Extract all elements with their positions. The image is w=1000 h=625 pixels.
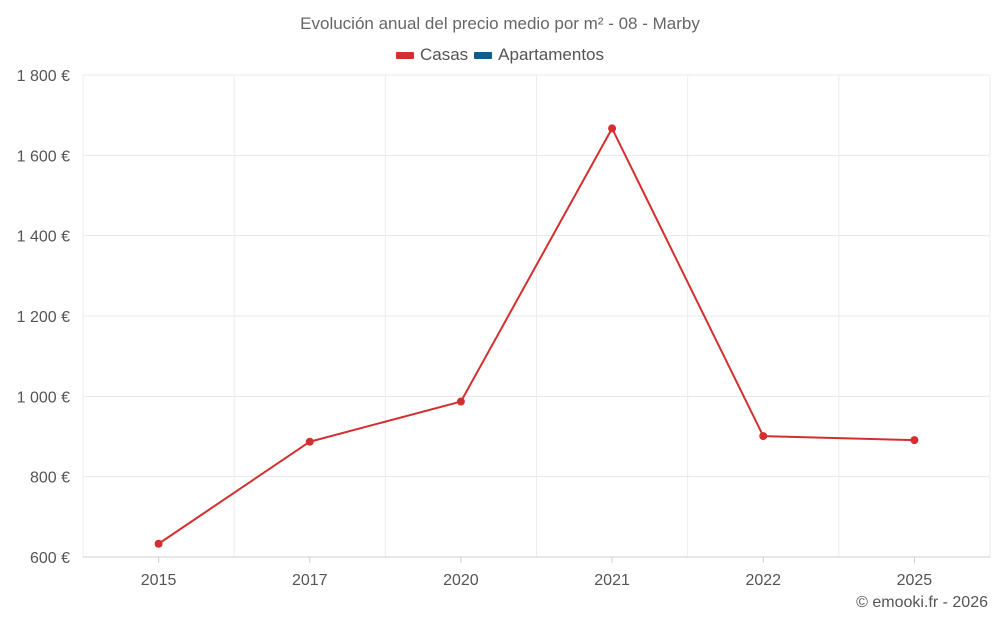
legend-item-apartamentos[interactable]: Apartamentos bbox=[474, 45, 604, 65]
y-tick-label: 1 200 € bbox=[17, 309, 70, 326]
x-tick-label: 2017 bbox=[292, 572, 328, 589]
y-tick-label: 1 400 € bbox=[17, 229, 70, 246]
x-tick-label: 2015 bbox=[141, 572, 177, 589]
data-point-casas bbox=[456, 397, 465, 406]
data-point-casas bbox=[154, 539, 163, 548]
data-point-casas bbox=[759, 432, 768, 441]
data-point-casas bbox=[608, 124, 617, 133]
y-tick-label: 1 000 € bbox=[17, 389, 70, 406]
legend-label-casas: Casas bbox=[419, 45, 469, 64]
data-point-casas bbox=[910, 436, 919, 445]
y-tick-label: 1 600 € bbox=[17, 148, 70, 165]
x-tick-label: 2022 bbox=[745, 572, 781, 589]
legend-swatch-apartamentos bbox=[474, 51, 493, 59]
chart-title: Evolución anual del precio medio por m² … bbox=[300, 14, 700, 33]
legend: Casas Apartamentos bbox=[0, 45, 1000, 65]
y-tick-label: 800 € bbox=[30, 470, 70, 487]
x-tick-label: 2020 bbox=[443, 572, 479, 589]
series-line-casas bbox=[158, 127, 915, 545]
y-tick-label: 1 800 € bbox=[17, 68, 70, 85]
x-tick-label: 2025 bbox=[897, 572, 933, 589]
y-tick-label: 600 € bbox=[30, 550, 70, 567]
x-tick-label: 2021 bbox=[594, 572, 630, 589]
data-point-casas bbox=[305, 437, 314, 446]
legend-label-apartamentos: Apartamentos bbox=[498, 45, 605, 64]
credit-text: © emooki.fr - 2026 bbox=[856, 594, 988, 611]
legend-swatch-casas bbox=[395, 51, 414, 59]
legend-item-casas[interactable]: Casas bbox=[395, 45, 469, 65]
